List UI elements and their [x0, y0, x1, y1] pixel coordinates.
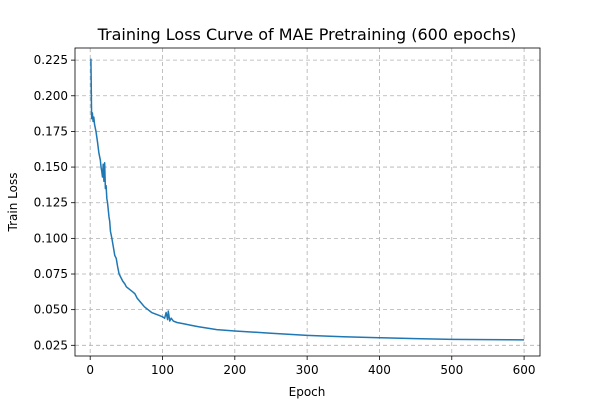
loss-series-line: [90, 58, 525, 341]
y-tick-label: 0.175: [34, 124, 68, 138]
x-tick-label: 0: [86, 363, 94, 377]
x-tick-label: 100: [151, 363, 174, 377]
x-tick-label: 300: [296, 363, 319, 377]
y-tick-label: 0.075: [34, 267, 68, 281]
x-tick-label: 400: [368, 363, 391, 377]
series-layer: [90, 58, 525, 341]
y-tick-label: 0.050: [34, 303, 68, 317]
chart-title: Training Loss Curve of MAE Pretraining (…: [97, 25, 517, 44]
y-tick-label: 0.200: [34, 89, 68, 103]
y-tick-label: 0.025: [34, 338, 68, 352]
y-tick-label: 0.100: [34, 231, 68, 245]
grid-layer: [75, 48, 540, 356]
y-tick-label: 0.125: [34, 196, 68, 210]
x-tick-label: 600: [513, 363, 536, 377]
y-tick-label: 0.150: [34, 160, 68, 174]
y-axis: 0.025 0.050 0.075 0.100 0.125 0.150 0.175 0.200…: [34, 53, 75, 352]
x-tick-label: 200: [223, 363, 246, 377]
x-tick-label: 500: [440, 363, 463, 377]
x-axis-label: Epoch: [289, 385, 326, 399]
y-tick-label: 0.225: [34, 53, 68, 67]
x-axis: 0 100 200 300 400 500 600: [86, 356, 536, 377]
y-axis-label: Train Loss: [6, 173, 20, 233]
